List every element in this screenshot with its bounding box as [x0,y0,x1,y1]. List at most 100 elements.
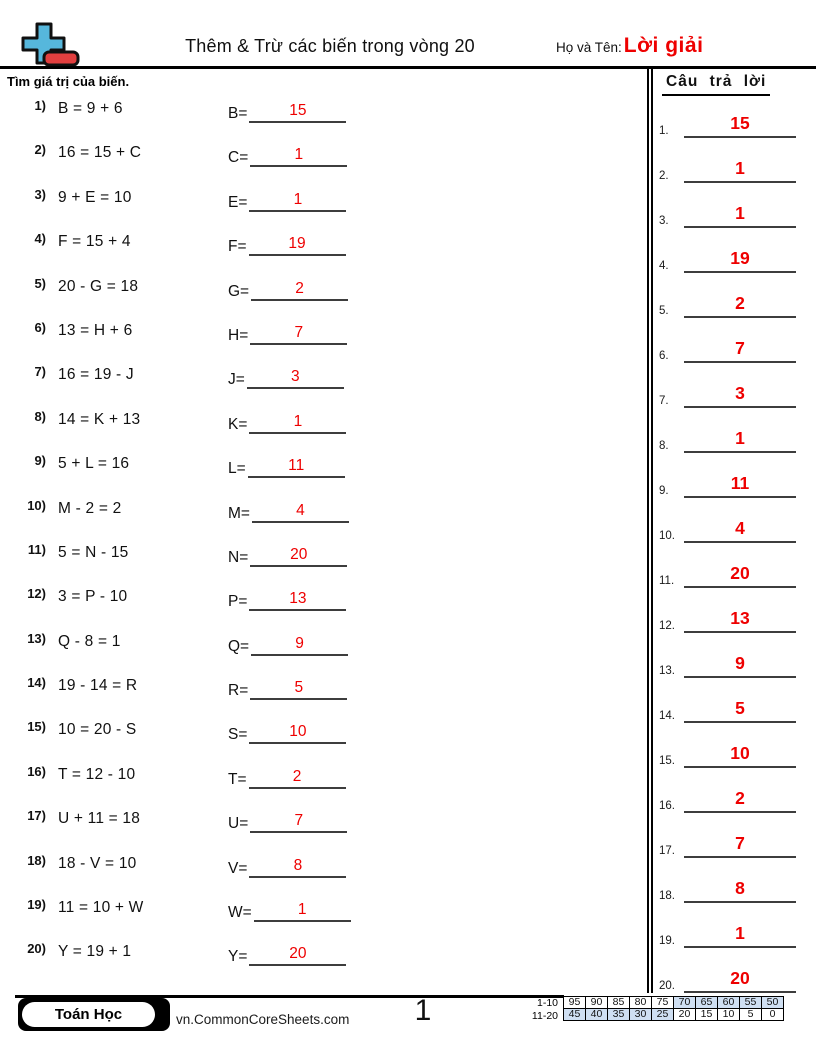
answer-blank[interactable]: 3 [246,366,344,390]
answer-blank[interactable]: 2 [251,278,349,301]
problem-row: 15) 10 = 20 - S S= 10 [0,713,648,757]
answer-blank[interactable]: 13 [249,588,347,612]
answer-blank[interactable]: 11 [247,455,345,479]
problem-number: 6) [34,319,46,335]
answer-line[interactable]: 9 [684,653,796,678]
problem-number: 17) [27,808,46,824]
website-link[interactable]: vn.CommonCoreSheets.com [176,1012,350,1027]
answer-row: 9. 11 [654,453,814,498]
problem-answer-group: B= 15 [228,100,347,123]
answer-line[interactable]: 2 [684,293,796,318]
answer-variable-label: W= [228,904,252,922]
answer-line[interactable]: 11 [684,473,796,498]
answer-line[interactable]: 19 [684,248,796,273]
answer-blank[interactable]: 7 [250,810,348,834]
answer-blank[interactable]: 15 [249,100,347,123]
answer-line[interactable]: 15 [684,113,796,138]
answer-row: 18. 8 [654,858,814,903]
answer-line[interactable]: 1 [684,203,796,228]
answer-line[interactable]: 13 [684,608,796,633]
name-block: Họ và Tên: Lời giải [556,34,703,58]
score-label-1-10: 1-10 [536,997,558,1009]
answer-blank[interactable]: 4 [251,500,349,523]
answer-number: 8. [659,440,669,452]
answer-line[interactable]: 3 [684,383,796,408]
answer-blank[interactable]: 2 [248,766,346,789]
answer-blank[interactable]: 5 [250,677,348,701]
answer-row: 4. 19 [654,228,814,273]
answer-line[interactable]: 20 [684,563,796,588]
answer-number: 2. [659,170,669,182]
answer-blank[interactable]: 1 [250,144,348,168]
score-cell: 80 [629,996,652,1009]
answer-line[interactable]: 7 [684,338,796,363]
answer-variable-label: F= [228,238,247,256]
answer-blank[interactable]: 20 [249,943,347,967]
problem-answer-group: L= 11 [228,455,345,479]
answer-line[interactable]: 10 [684,743,796,768]
answer-number: 6. [659,350,669,362]
answer-blank[interactable]: 9 [251,633,349,656]
answer-line[interactable]: 4 [684,518,796,543]
problem-equation: Y = 19 + 1 [58,943,132,961]
answer-blank[interactable]: 8 [249,855,347,878]
answer-row: 6. 7 [654,318,814,363]
problem-answer-group: E= 1 [228,189,347,212]
answer-blank[interactable]: 7 [250,322,348,345]
problem-equation: 9 + E = 10 [58,188,132,206]
answer-number: 20. [659,980,675,992]
answer-blank[interactable]: 19 [248,233,346,257]
answer-row: 20. 20 [654,948,814,993]
sidebar-double-divider [647,66,653,993]
score-cell: 20 [673,1008,696,1021]
problem-row: 14) 19 - 14 = R R= 5 [0,669,648,713]
score-cell: 5 [739,1008,762,1021]
answer-blank[interactable]: 1 [253,899,351,923]
answer-variable-label: J= [228,371,245,389]
answer-row: 19. 1 [654,903,814,948]
problem-row: 2) 16 = 15 + C C= 1 [0,136,648,180]
problem-equation: 19 - 14 = R [58,677,138,695]
problem-equation: 16 = 19 - J [58,366,134,384]
answer-line[interactable]: 1 [684,428,796,453]
score-cell: 85 [607,996,630,1009]
answer-blank[interactable]: 20 [250,544,348,567]
score-grid: 95 90 85 80 75 70 65 60 55 50 45 40 35 30 25 20 15 10 5 0 [563,996,784,1021]
answer-row: 13. 9 [654,633,814,678]
problem-equation: Q - 8 = 1 [58,632,121,650]
answers-list: 1. 15 2. 1 3. 1 4. 19 5. 2 6. 7 7. 3 8. … [654,93,814,993]
problem-number: 4) [34,231,46,247]
answer-blank[interactable]: 1 [249,411,347,434]
answer-number: 14. [659,710,675,722]
answer-blank[interactable]: 10 [249,721,347,745]
problem-answer-group: N= 20 [228,544,348,567]
answer-number: 3. [659,215,669,227]
problem-answer-group: J= 3 [228,366,344,390]
answer-row: 3. 1 [654,183,814,228]
answer-line[interactable]: 7 [684,833,796,858]
score-cell: 0 [761,1008,784,1021]
score-cell: 35 [607,1008,630,1021]
answer-blank[interactable]: 1 [249,189,347,212]
problem-answer-group: V= 8 [228,855,347,878]
answer-row: 15. 10 [654,723,814,768]
answer-variable-label: M= [228,504,250,522]
problem-equation: T = 12 - 10 [58,765,136,783]
answer-number: 16. [659,800,675,812]
problem-equation: U + 11 = 18 [58,810,141,828]
answer-line[interactable]: 1 [684,923,796,948]
problem-number: 12) [27,586,46,602]
problem-answer-group: M= 4 [228,500,349,523]
answer-line[interactable]: 8 [684,878,796,903]
score-cell: 10 [717,1008,740,1021]
answer-variable-label: U= [228,815,249,833]
answer-variable-label: T= [228,770,247,788]
answer-line[interactable]: 5 [684,698,796,723]
answer-line[interactable]: 2 [684,788,796,813]
answer-line[interactable]: 20 [684,968,796,993]
answer-variable-label: K= [228,415,248,433]
problem-row: 5) 20 - G = 18 G= 2 [0,270,648,314]
problem-number: 5) [34,275,46,291]
answer-line[interactable]: 1 [684,158,796,183]
problem-equation: 5 = N - 15 [58,543,129,561]
